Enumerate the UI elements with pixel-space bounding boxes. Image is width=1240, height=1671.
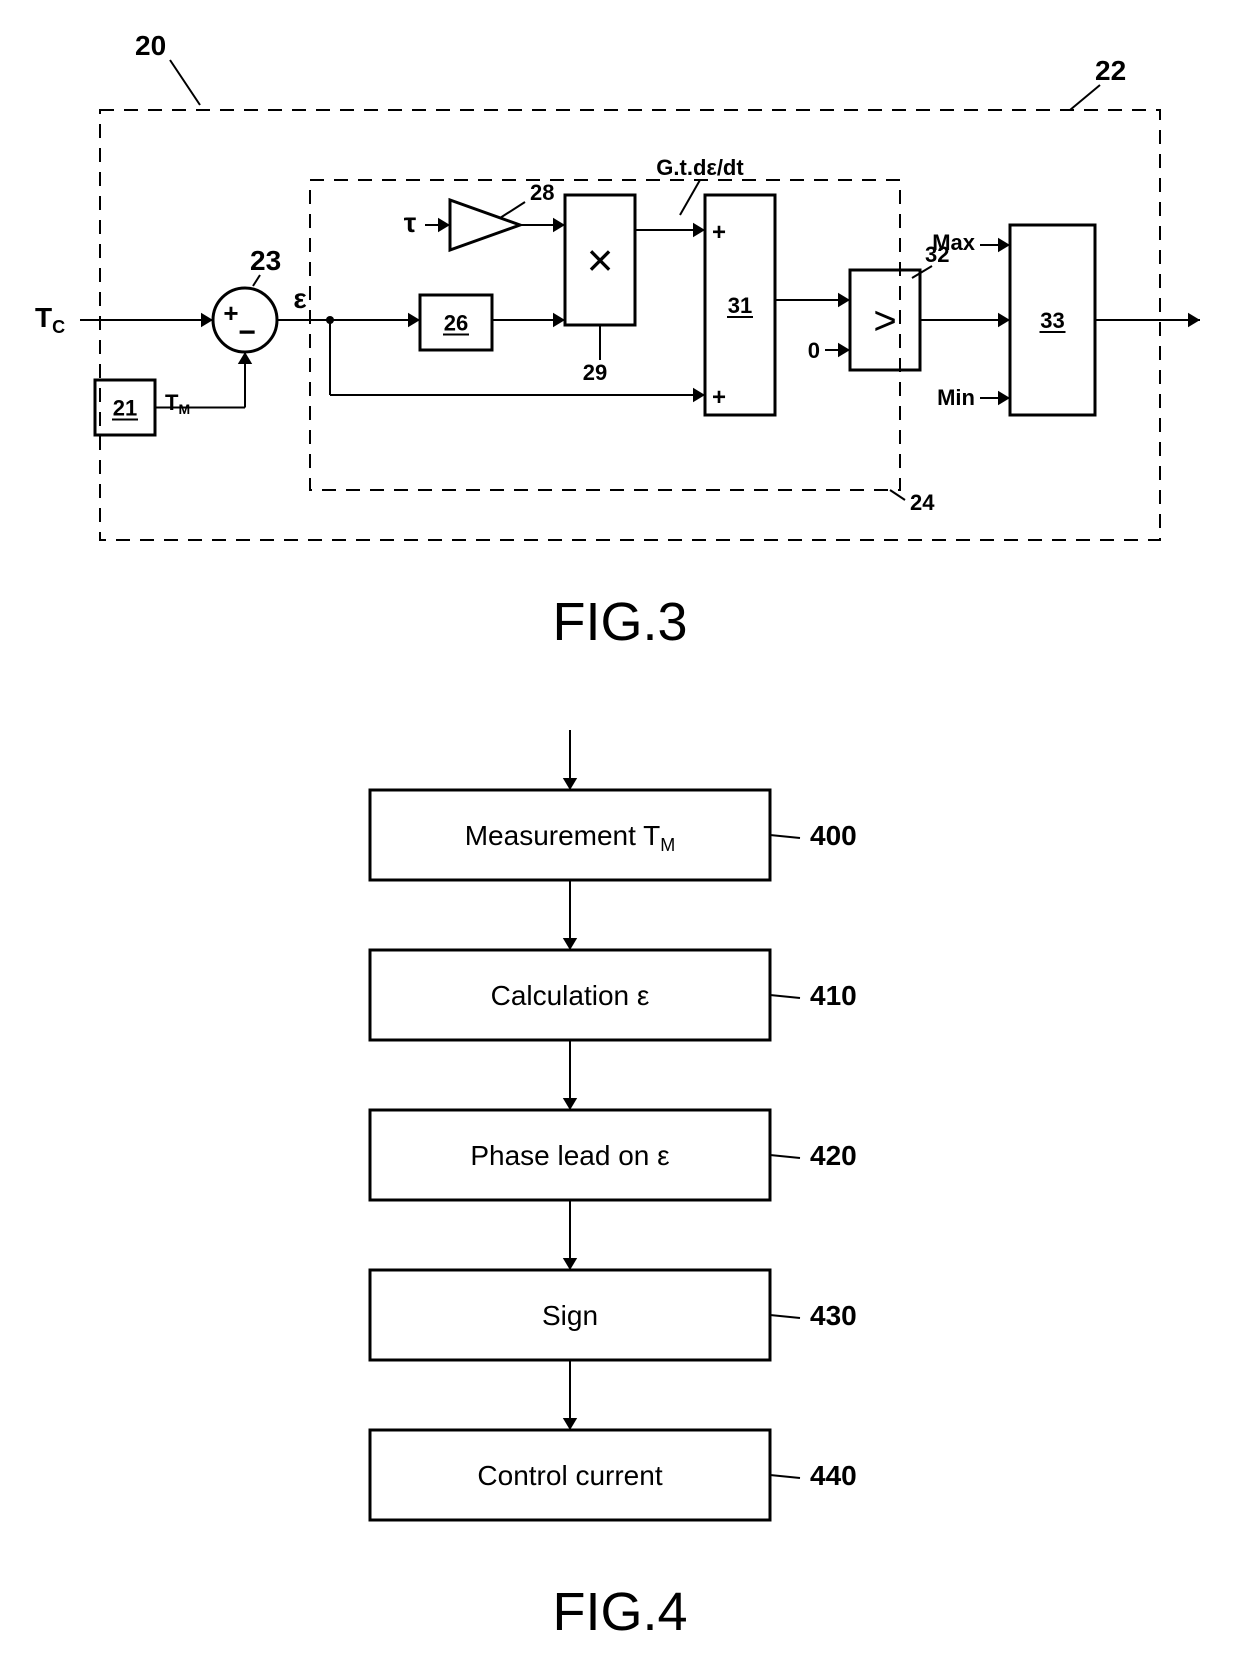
svg-text:410: 410 [810,980,857,1011]
svg-text:33: 33 [1040,308,1064,333]
svg-text:+: + [712,384,726,411]
svg-text:Calculation ε: Calculation ε [491,980,650,1011]
svg-text:×: × [587,234,614,286]
svg-text:Sign: Sign [542,1300,598,1331]
svg-text:ε: ε [293,283,306,314]
svg-text:23: 23 [250,245,281,276]
svg-text:420: 420 [810,1140,857,1171]
svg-text:Phase lead on ε: Phase lead on ε [470,1140,669,1171]
svg-text:FIG.3: FIG.3 [552,592,687,652]
svg-text:τ: τ [404,207,417,238]
svg-text:29: 29 [583,360,607,385]
svg-text:FIG.4: FIG.4 [552,1582,687,1642]
svg-text:31: 31 [728,293,752,318]
svg-text:22: 22 [1095,55,1126,86]
svg-text:>: > [873,299,896,343]
svg-text:400: 400 [810,820,857,851]
svg-text:TC: TC [35,302,65,337]
svg-text:+: + [223,298,238,328]
svg-text:430: 430 [810,1300,857,1331]
svg-text:Measurement TM: Measurement TM [465,820,676,855]
svg-text:0: 0 [808,338,820,363]
svg-text:440: 440 [810,1460,857,1491]
svg-text:TM: TM [165,390,190,417]
svg-text:21: 21 [113,396,137,421]
svg-text:28: 28 [530,180,554,205]
svg-text:Max: Max [932,230,976,255]
svg-text:24: 24 [910,490,935,515]
svg-text:G.t.dε/dt: G.t.dε/dt [656,155,744,180]
svg-text:−: − [238,316,256,349]
svg-text:26: 26 [444,311,468,336]
svg-text:20: 20 [135,30,166,61]
svg-text:Control current: Control current [477,1460,662,1491]
svg-text:+: + [712,219,726,246]
svg-text:Min: Min [937,385,975,410]
